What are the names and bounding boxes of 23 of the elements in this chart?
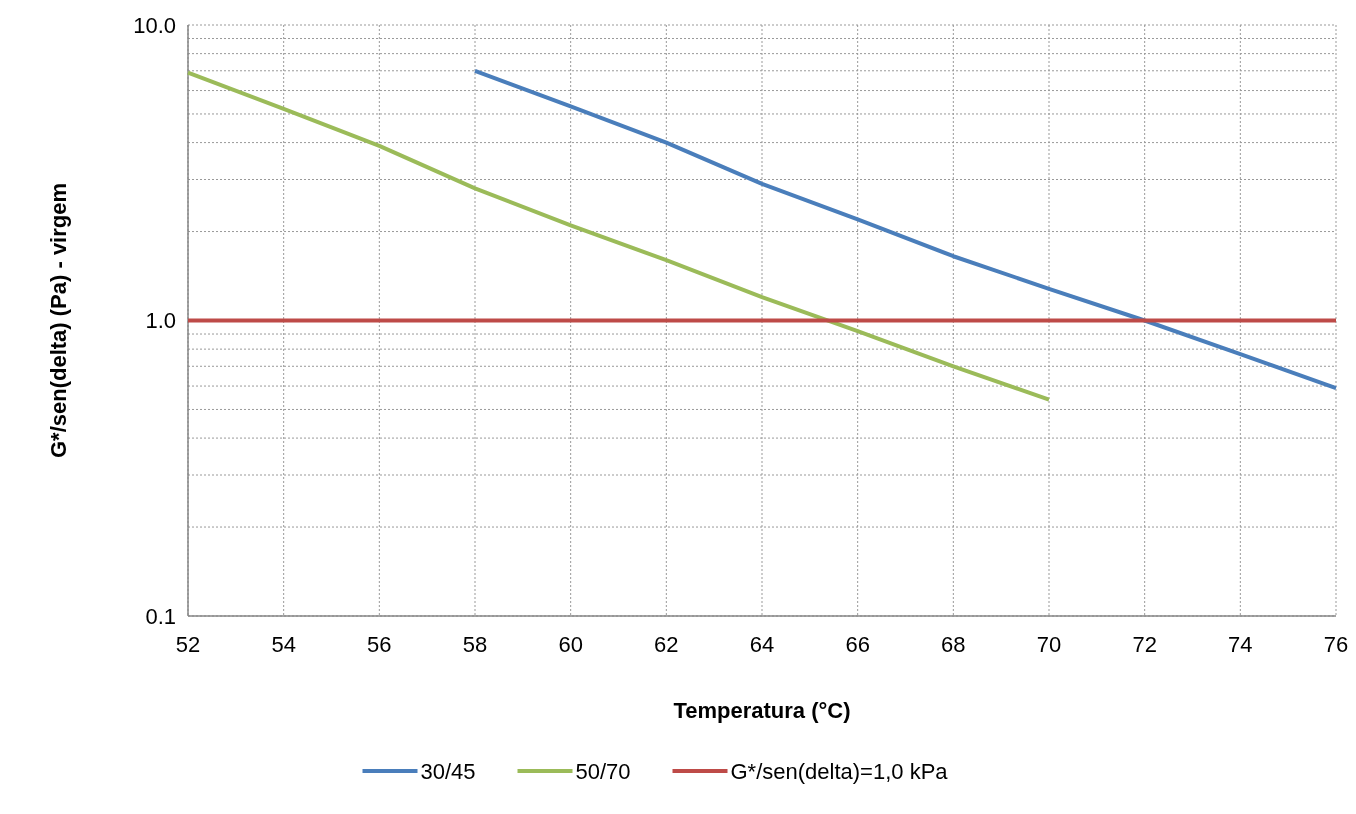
line-series [186, 70, 1051, 402]
x-tick-label: 64 [749, 632, 775, 657]
x-tick-label: 68 [941, 632, 966, 657]
y-tick-label: 10.0 [133, 12, 176, 38]
x-tick-label: 66 [845, 632, 870, 657]
x-tick-label: 76 [1323, 632, 1349, 657]
x-tick-label: 70 [1036, 632, 1062, 657]
y-axis-title: G*/sen(delta) (Pa) - virgem [46, 182, 71, 459]
y-tick-label: 1.0 [145, 308, 176, 334]
x-tick-label: 74 [1228, 632, 1253, 657]
legend-label: G*/sen(delta)=1,0 kPa [730, 758, 949, 784]
x-tick-label: 62 [654, 632, 679, 657]
line-series [473, 68, 1338, 391]
y-tick-label: 0.1 [145, 603, 176, 629]
x-tick-label: 72 [1132, 632, 1157, 657]
x-axis-title: Temperatura (°C) [673, 698, 851, 723]
x-tick-label: 54 [271, 632, 296, 657]
x-tick-label: 60 [558, 632, 583, 657]
legend-label: 50/70 [575, 758, 631, 784]
x-tick-label: 56 [367, 632, 392, 657]
x-tick-label: 52 [175, 632, 201, 657]
legend-label: 30/45 [420, 758, 476, 784]
x-tick-label: 58 [462, 632, 488, 657]
